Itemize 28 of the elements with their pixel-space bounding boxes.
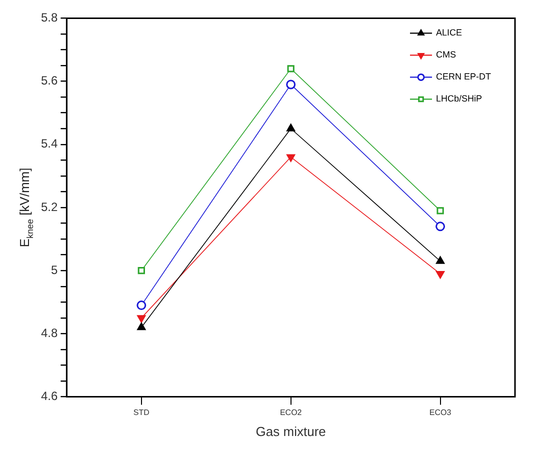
point (286, 154, 296, 162)
legend-label: CMS (436, 50, 456, 60)
y-tick-label: 5.6 (40, 74, 58, 88)
legend-label: ALICE (436, 28, 462, 38)
y-axis-title: Eknee [kV/mm] (17, 168, 35, 248)
point (137, 322, 146, 330)
y-tick-label: 5.8 (40, 10, 58, 25)
y-tick-label: 5 (50, 262, 58, 277)
point (436, 256, 444, 264)
legend-label: LHCb/SHiP (436, 94, 482, 104)
point (436, 271, 444, 279)
point (286, 124, 296, 132)
legend-label: CERN EP-DT (436, 72, 492, 82)
point (287, 65, 294, 72)
y-tick-label: 4.6 (40, 389, 58, 404)
x-tick-label: STD (133, 408, 150, 417)
point (136, 300, 146, 310)
x-tick-label: ECO2 (280, 408, 302, 417)
x-axis-title: Gas mixture (256, 424, 326, 439)
point (436, 207, 444, 214)
point (137, 315, 146, 323)
y-tick-label: 5.4 (40, 136, 58, 151)
point (436, 222, 446, 232)
point (138, 267, 145, 274)
y-tick-label: 4.8 (40, 326, 58, 340)
point (286, 80, 296, 90)
x-tick-label: ECO3 (429, 408, 452, 417)
y-tick-label: 5.2 (40, 200, 58, 214)
